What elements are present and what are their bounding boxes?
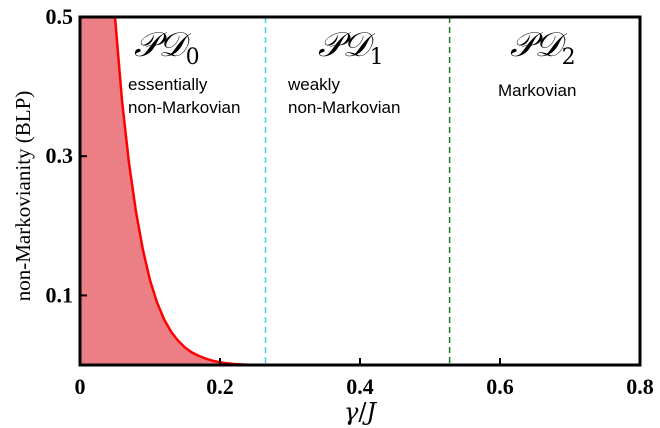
- x-axis-label: γ/J: [344, 398, 377, 426]
- region-pd2-desc-line1: Markovian: [498, 81, 576, 100]
- plot-area: [78, 15, 642, 367]
- plot-frame: [78, 15, 642, 367]
- region-pd0-desc-line2: non-Markovian: [128, 98, 240, 117]
- region-pd1-desc-line2: non-Markovian: [288, 98, 400, 117]
- x-tick-label: 0.4: [346, 374, 374, 399]
- region-pd2: 𝒫𝒟2 Markovian: [498, 25, 576, 100]
- series-area-fill: [80, 17, 262, 365]
- x-tick-label: 0.6: [486, 374, 514, 399]
- region-pd1: 𝒫𝒟1 weakly non-Markovian: [287, 25, 400, 117]
- region-pd0: 𝒫𝒟0 essentially non-Markovian: [128, 25, 240, 117]
- y-tick-label: 0.1: [46, 282, 74, 307]
- x-tick-label: 0.8: [626, 374, 654, 399]
- y-axis-ticks: 0.1 0.3 0.5: [46, 4, 87, 307]
- region-pd2-title: 𝒫𝒟2: [510, 25, 576, 70]
- x-tick-label: 0: [75, 374, 86, 399]
- region-pd0-title: 𝒫𝒟0: [134, 25, 200, 70]
- y-tick-label: 0.5: [46, 4, 74, 29]
- region-pd1-title: 𝒫𝒟1: [318, 25, 384, 70]
- region-pd0-desc-line1: essentially: [128, 75, 208, 94]
- region-pd1-desc-line1: weakly: [287, 75, 340, 94]
- y-tick-label: 0.3: [46, 143, 74, 168]
- x-tick-label: 0.2: [206, 374, 234, 399]
- x-axis-ticks: 0 0.2 0.4 0.6 0.8: [75, 358, 654, 399]
- y-axis-label: non-Markovianity (BLP): [11, 91, 35, 302]
